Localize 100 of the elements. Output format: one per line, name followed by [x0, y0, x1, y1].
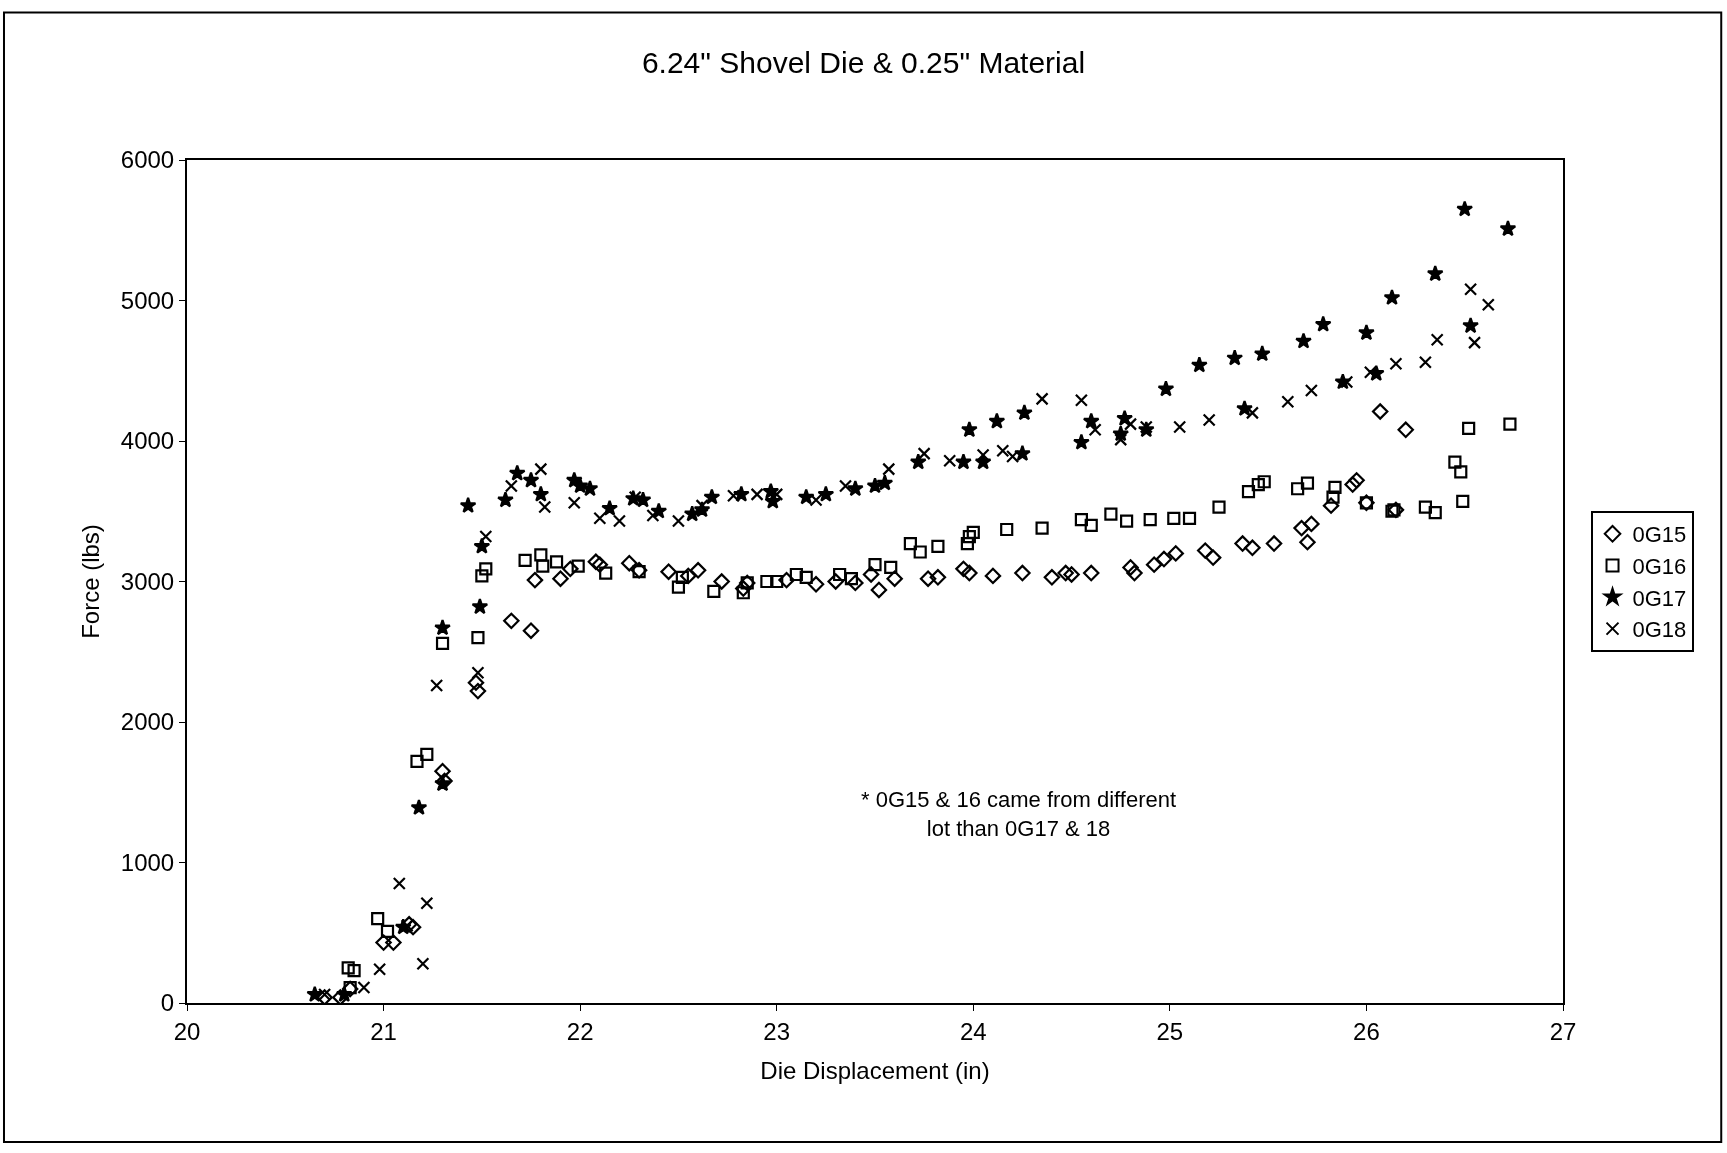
- point: [1304, 383, 1318, 398]
- point: [817, 485, 835, 502]
- point: [809, 493, 823, 507]
- point: [335, 985, 353, 1002]
- point: [1281, 395, 1295, 409]
- point: [1006, 449, 1020, 464]
- x-tick-label: 21: [370, 1017, 397, 1045]
- point: [1173, 420, 1187, 434]
- point: [471, 666, 485, 680]
- point: [1253, 345, 1271, 362]
- point: [988, 412, 1006, 429]
- point: [473, 537, 491, 554]
- point: [471, 597, 489, 615]
- point: [1236, 399, 1253, 417]
- point: [612, 514, 627, 528]
- y-tick-label: 4000: [120, 427, 175, 455]
- point: [1358, 324, 1375, 341]
- point: [750, 487, 764, 501]
- point: [703, 488, 721, 505]
- annotation: * 0G15 & 16 came from different lot than 0G17 & 18: [861, 787, 1177, 841]
- point: [1456, 200, 1474, 217]
- point: [1418, 355, 1432, 369]
- point: [1014, 444, 1031, 461]
- point: [373, 962, 387, 976]
- point: [646, 508, 660, 523]
- point: [508, 464, 526, 481]
- point: [1190, 356, 1208, 373]
- point: [532, 485, 550, 502]
- legend-label: 0G18: [1632, 617, 1687, 643]
- point: [628, 490, 642, 504]
- x-tick-label: 26: [1353, 1017, 1380, 1045]
- point: [1383, 288, 1401, 306]
- chart-title: 6.24" Shovel Die & 0.25" Material: [641, 45, 1086, 79]
- point: [671, 514, 686, 528]
- point: [1481, 298, 1495, 312]
- point: [846, 479, 864, 497]
- point: [955, 453, 972, 470]
- point: [726, 489, 741, 503]
- point: [960, 420, 978, 438]
- y-tick-label: 5000: [120, 286, 175, 314]
- point: [1123, 417, 1138, 431]
- point: [1499, 220, 1517, 237]
- point: [416, 957, 430, 971]
- point: [420, 896, 434, 910]
- point: [357, 980, 371, 995]
- point: [459, 496, 477, 513]
- point: [567, 496, 581, 510]
- x-tick-label: 25: [1156, 1017, 1184, 1045]
- point: [1139, 420, 1153, 434]
- y-tick-label: 3000: [120, 567, 175, 595]
- point: [1082, 412, 1100, 429]
- y-tick-label: 0: [160, 989, 175, 1017]
- point: [1426, 265, 1444, 282]
- point: [479, 529, 493, 544]
- point: [1467, 336, 1482, 350]
- point: [1202, 413, 1216, 427]
- point: [1464, 282, 1478, 296]
- point: [876, 474, 894, 491]
- point: [538, 500, 552, 514]
- x-tick-label: 23: [763, 1017, 791, 1045]
- y-tick-label: 1000: [120, 848, 175, 876]
- point: [1074, 393, 1088, 407]
- point: [571, 477, 589, 494]
- legend-label: 0G16: [1632, 553, 1687, 579]
- point: [318, 987, 332, 1002]
- point: [1340, 375, 1354, 389]
- point: [909, 453, 927, 470]
- point: [534, 462, 548, 476]
- point: [917, 447, 931, 461]
- point: [1157, 380, 1175, 397]
- x-tick-label: 27: [1549, 1017, 1577, 1045]
- point: [838, 479, 853, 493]
- point: [504, 479, 518, 493]
- point: [434, 619, 451, 636]
- x-axis-title: Die Displacement (in): [760, 1056, 990, 1084]
- point: [1245, 406, 1260, 420]
- point: [943, 454, 957, 468]
- y-tick-label: 6000: [120, 146, 175, 174]
- point: [695, 499, 709, 513]
- point: [1088, 423, 1102, 437]
- x-tick-label: 24: [959, 1017, 987, 1045]
- legend-label: 0G15: [1632, 522, 1687, 548]
- point: [1072, 433, 1090, 450]
- point: [392, 876, 406, 891]
- x-tick-label: 20: [173, 1017, 201, 1045]
- point: [1015, 404, 1033, 421]
- y-tick-label: 2000: [120, 708, 175, 736]
- point: [1314, 315, 1332, 332]
- point: [1295, 332, 1312, 349]
- point: [497, 491, 514, 508]
- point: [593, 511, 607, 525]
- y-axis-title: Force (lbs): [77, 524, 105, 639]
- point: [1226, 349, 1244, 366]
- point: [1035, 392, 1049, 406]
- point: [882, 462, 896, 476]
- point: [410, 798, 428, 816]
- point: [996, 444, 1010, 458]
- point: [1462, 316, 1480, 334]
- legend-label: 0G17: [1632, 585, 1687, 611]
- x-tick-label: 22: [566, 1017, 594, 1045]
